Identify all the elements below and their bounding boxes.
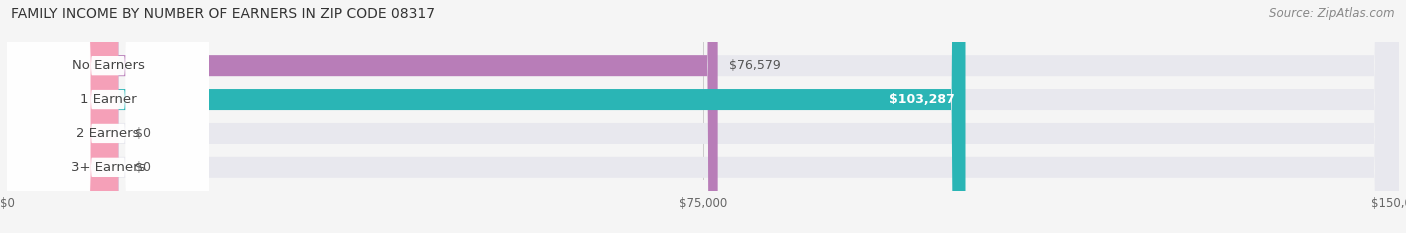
FancyBboxPatch shape [7,0,118,233]
FancyBboxPatch shape [7,0,717,233]
FancyBboxPatch shape [7,0,1399,233]
Text: FAMILY INCOME BY NUMBER OF EARNERS IN ZIP CODE 08317: FAMILY INCOME BY NUMBER OF EARNERS IN ZI… [11,7,436,21]
Text: $0: $0 [135,161,150,174]
FancyBboxPatch shape [7,0,118,233]
FancyBboxPatch shape [7,0,209,233]
Text: $76,579: $76,579 [728,59,780,72]
FancyBboxPatch shape [7,0,966,233]
Text: 2 Earners: 2 Earners [76,127,139,140]
Text: 1 Earner: 1 Earner [80,93,136,106]
FancyBboxPatch shape [7,0,1399,233]
FancyBboxPatch shape [7,0,209,233]
Text: $0: $0 [135,127,150,140]
Text: $103,287: $103,287 [889,93,955,106]
FancyBboxPatch shape [7,0,209,233]
Text: Source: ZipAtlas.com: Source: ZipAtlas.com [1270,7,1395,20]
Text: No Earners: No Earners [72,59,145,72]
FancyBboxPatch shape [7,0,1399,233]
Text: 3+ Earners: 3+ Earners [70,161,145,174]
FancyBboxPatch shape [7,0,209,233]
FancyBboxPatch shape [7,0,1399,233]
